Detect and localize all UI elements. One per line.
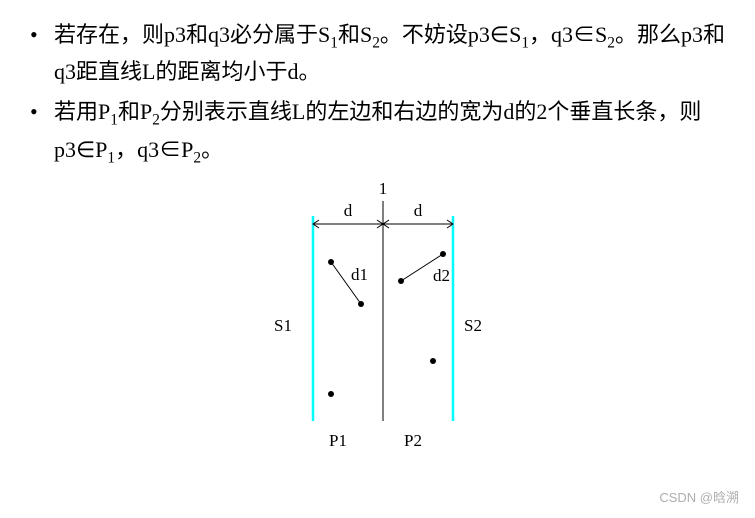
label-P1: P1 xyxy=(329,431,347,450)
top-label: 1 xyxy=(378,179,387,198)
point-0 xyxy=(328,259,334,265)
strip-diagram: 1 d d S1 S2 P1 P2 d1 d2 xyxy=(223,176,533,451)
point-2 xyxy=(328,391,334,397)
point-3 xyxy=(398,278,404,284)
label-S1: S1 xyxy=(274,316,292,335)
point-1 xyxy=(358,301,364,307)
point-5 xyxy=(430,358,436,364)
d-label-right: d xyxy=(413,201,422,220)
label-S2: S2 xyxy=(464,316,482,335)
point-4 xyxy=(440,251,446,257)
bullet-item-2: 若用P1和P2分别表示直线L的左边和右边的宽为d的2个垂直长条，则p3∈P1，q… xyxy=(24,95,731,170)
d-label-left: d xyxy=(343,201,352,220)
diagram-container: 1 d d S1 S2 P1 P2 d1 d2 xyxy=(24,176,731,461)
segment-label-d1: d1 xyxy=(351,265,368,284)
watermark: CSDN @晗溯 xyxy=(659,488,739,508)
segment-label-d2: d2 xyxy=(433,266,450,285)
bullet-list: 若存在，则p3和q3必分属于S1和S2。不妨设p3∈S1，q3∈S2。那么p3和… xyxy=(24,18,731,170)
label-P2: P2 xyxy=(404,431,422,450)
bullet-item-1: 若存在，则p3和q3必分属于S1和S2。不妨设p3∈S1，q3∈S2。那么p3和… xyxy=(24,18,731,89)
